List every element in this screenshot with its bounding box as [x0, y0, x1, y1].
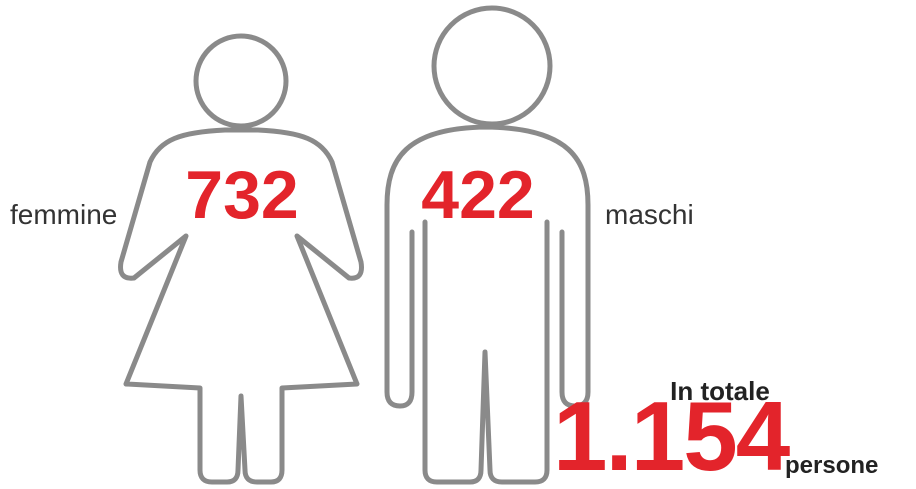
- male-figure: [384, 5, 591, 485]
- female-figure: [118, 33, 364, 485]
- total-caption: In totale: [670, 376, 770, 406]
- male-body: [384, 124, 591, 485]
- female-head: [193, 33, 289, 129]
- male-count: 422: [421, 157, 534, 233]
- male-label: maschi: [605, 199, 694, 230]
- female-label: femmine: [10, 199, 117, 230]
- total-count: 1.154: [553, 381, 790, 489]
- total-unit: persone: [785, 452, 878, 479]
- female-count: 732: [185, 157, 298, 233]
- female-body: [118, 127, 364, 485]
- male-head: [431, 5, 553, 127]
